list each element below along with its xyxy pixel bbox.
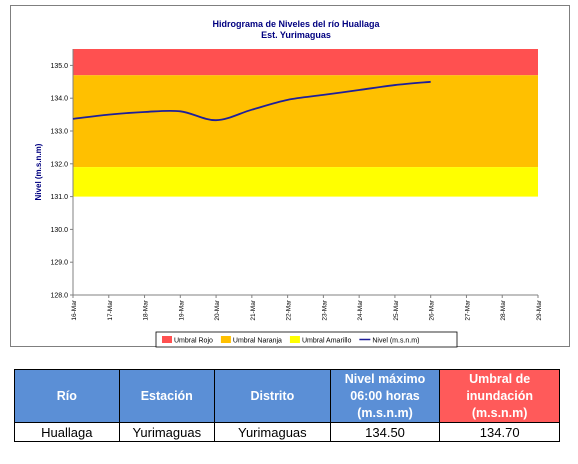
legend-box bbox=[155, 331, 458, 348]
x-tick-label: 26-Mar bbox=[429, 299, 436, 320]
cell-nivel: 134.50 bbox=[329, 422, 441, 442]
header-nivel-maximo: Nivel máximo 06:00 horas (m.s.n.m) bbox=[329, 369, 441, 423]
legend-label: Umbral Amarillo bbox=[302, 338, 352, 345]
x-tick-label: 27-Mar bbox=[464, 299, 471, 320]
y-axis-label: Nivel (m.s.n.m) bbox=[34, 143, 43, 200]
x-tick-label: 24-Mar bbox=[357, 299, 364, 320]
x-tick-label: 20-Mar bbox=[214, 299, 221, 320]
y-tick-label: 133.0 bbox=[50, 129, 68, 136]
x-tick-label: 18-Mar bbox=[143, 299, 150, 320]
x-tick-label: 22-Mar bbox=[286, 299, 293, 320]
table-row: Huallaga Yurimaguas Yurimaguas 134.50 13… bbox=[14, 422, 560, 442]
legend-swatch-umbral-naranja bbox=[220, 336, 231, 343]
x-tick-label: 19-Mar bbox=[178, 299, 185, 320]
table-header-row: Río Estación Distrito Nivel máximo 06:00… bbox=[14, 369, 560, 423]
x-tick-label: 25-Mar bbox=[393, 299, 400, 320]
x-tick-label: 23-Mar bbox=[321, 299, 328, 320]
x-tick-label: 16-Mar bbox=[71, 299, 78, 320]
y-tick-label: 130.0 bbox=[50, 227, 68, 234]
y-tick-label: 131.0 bbox=[50, 194, 68, 201]
legend-label: Nivel (m.s.n.m) bbox=[372, 338, 419, 345]
legend-swatch-umbral-amarillo bbox=[289, 336, 300, 343]
band-umbral-naranja bbox=[73, 75, 538, 168]
cell-distrito: Yurimaguas bbox=[213, 422, 331, 442]
band-umbral-rojo bbox=[73, 49, 538, 76]
legend-label: Umbral Naranja bbox=[233, 338, 282, 345]
station-table: Río Estación Distrito Nivel máximo 06:00… bbox=[14, 369, 560, 442]
legend-swatch-umbral-rojo bbox=[162, 336, 172, 343]
y-tick-label: 129.0 bbox=[50, 260, 68, 267]
y-tick-label: 132.0 bbox=[50, 161, 68, 168]
cell-umbral: 134.70 bbox=[439, 422, 560, 442]
x-tick-label: 28-Mar bbox=[500, 299, 507, 320]
chart-subtitle: Est. Yurimaguas bbox=[261, 30, 331, 40]
y-tick-label: 134.0 bbox=[50, 96, 68, 103]
x-tick-label: 17-Mar bbox=[107, 299, 114, 320]
header-rio: Río bbox=[14, 369, 120, 423]
header-estacion: Estación bbox=[118, 369, 215, 423]
legend-label: Umbral Rojo bbox=[174, 338, 213, 345]
y-tick-label: 135.0 bbox=[50, 63, 68, 70]
chart-frame: Hidrograma de Niveles del río Huallaga Es… bbox=[10, 5, 570, 348]
header-umbral: Umbral de inundación (m.s.n.m) bbox=[439, 369, 560, 423]
x-tick-label: 21-Mar bbox=[250, 299, 257, 320]
header-distrito: Distrito bbox=[213, 369, 331, 423]
chart-title: Hidrograma de Niveles del río Huallaga bbox=[212, 19, 380, 29]
hydrograph-chart: Hidrograma de Niveles del río HuallagaEs… bbox=[34, 19, 543, 348]
cell-estacion: Yurimaguas bbox=[118, 422, 215, 442]
cell-rio: Huallaga bbox=[14, 422, 120, 442]
x-tick-label: 29-Mar bbox=[536, 299, 543, 320]
y-tick-label: 128.0 bbox=[50, 293, 68, 300]
band-umbral-amarillo bbox=[73, 167, 538, 197]
